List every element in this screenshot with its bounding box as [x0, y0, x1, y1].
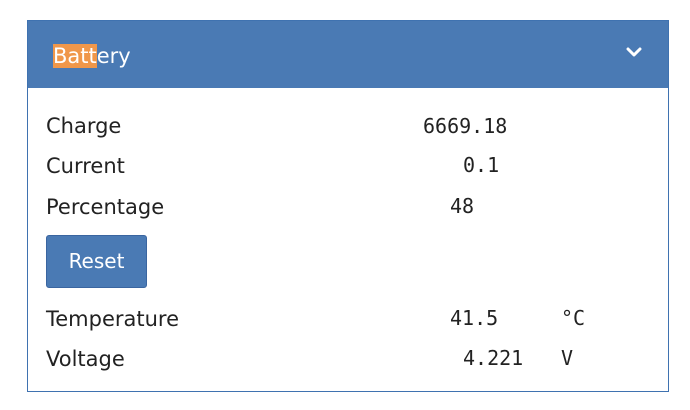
row-label: Percentage — [46, 195, 165, 219]
search-highlight: Batt — [53, 44, 97, 68]
panel-header[interactable]: Battery — [28, 21, 668, 88]
battery-panel: Battery Charge 6669.18 Current 0.1 Perce… — [27, 20, 669, 392]
collapse-chevron[interactable] — [626, 46, 642, 58]
row-value: 6669.18 — [423, 114, 508, 138]
row-value: 48 — [450, 194, 475, 218]
row-unit: °C — [561, 306, 586, 330]
row-value: 4.221 — [463, 346, 524, 370]
reset-button[interactable]: Reset — [46, 235, 147, 288]
title-rest: ery — [96, 44, 131, 68]
row-value: 41.5 — [450, 306, 499, 330]
row-label: Voltage — [46, 347, 125, 371]
row-label: Charge — [46, 114, 122, 138]
row-label: Current — [46, 154, 125, 178]
row-label: Temperature — [46, 307, 180, 331]
row-value: 0.1 — [463, 153, 500, 177]
row-unit: V — [561, 346, 574, 370]
panel-title: Battery — [53, 42, 131, 70]
